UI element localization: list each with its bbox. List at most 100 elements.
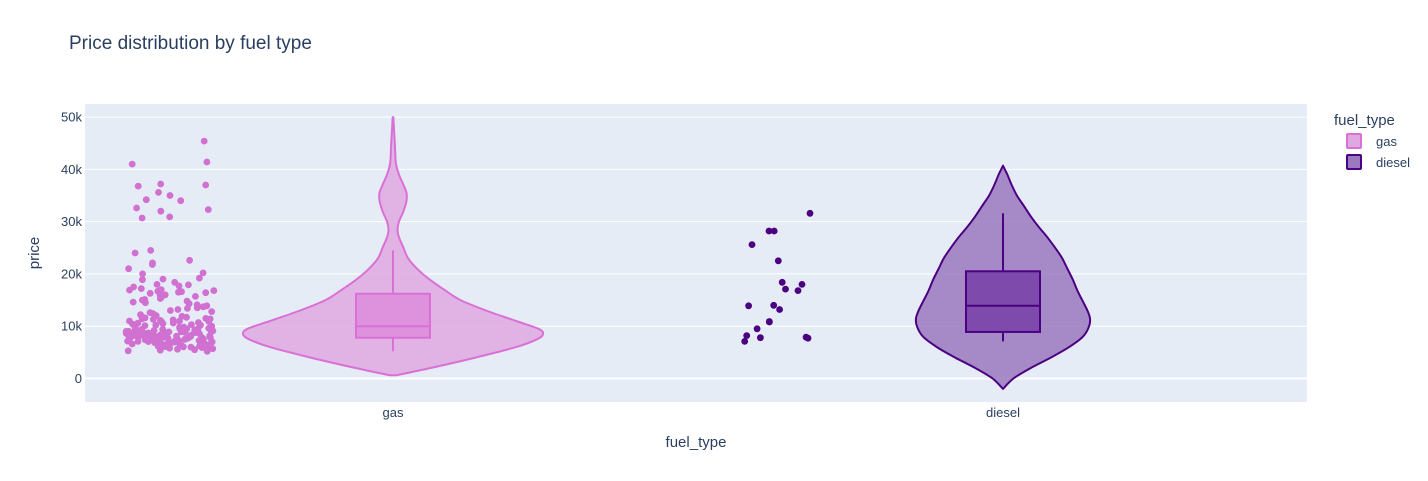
point-gas [145,329,152,337]
point-diesel [757,334,764,342]
point-gas [135,332,143,340]
y-tick-label: 30k [61,214,82,229]
point-diesel [804,334,812,342]
point-gas [156,295,164,302]
legend-item-gas[interactable]: gas [1346,133,1397,149]
point-gas [138,214,146,222]
point-gas [153,281,161,288]
point-gas [138,315,146,323]
point-gas [157,331,165,338]
y-tick-label: 40k [61,162,82,177]
y-tick-label: 50k [61,110,82,125]
point-gas [202,181,210,189]
legend-title: fuel_type [1334,112,1395,129]
point-gas [149,261,156,268]
point-gas [167,307,174,314]
point-gas [133,204,141,212]
point-gas [199,303,207,311]
point-gas [198,333,205,341]
point-diesel [753,325,761,333]
point-gas [175,288,182,296]
point-gas [139,276,146,284]
legend-label-diesel: diesel [1376,155,1410,170]
point-gas [124,347,132,355]
point-gas [177,328,185,336]
point-gas [177,197,185,205]
point-gas [191,346,199,354]
point-gas [174,345,181,353]
point-gas [149,316,157,323]
legend-swatch-gas [1346,133,1362,149]
point-gas [157,207,165,215]
point-gas [128,340,136,348]
point-gas [203,347,211,355]
point-gas [142,299,149,307]
point-gas [183,325,191,333]
point-gas [146,289,154,297]
point-diesel [765,227,773,235]
point-gas [134,319,142,327]
x-tick-label: diesel [986,405,1020,420]
point-gas [192,293,199,300]
point-gas [188,321,195,328]
point-gas [209,345,217,353]
point-gas [150,327,158,334]
point-gas [210,287,218,294]
point-diesel [741,338,749,345]
point-gas [137,285,145,292]
legend-swatch-diesel [1346,154,1362,170]
point-gas [176,317,183,325]
legend-label-gas: gas [1376,134,1397,149]
box-diesel [965,270,1041,333]
plot-area [85,104,1307,402]
point-gas [134,338,142,345]
point-diesel [766,318,773,326]
y-tick-label: 10k [61,319,82,334]
point-diesel [798,281,806,288]
chart-title: Price distribution by fuel type [69,33,312,54]
point-gas [202,341,210,348]
point-gas [186,256,194,264]
point-gas [200,137,208,145]
point-gas [199,269,207,277]
series-diesel [741,164,1092,390]
point-gas [159,275,167,283]
point-gas [152,321,160,329]
x-axis-ticks: gas diesel [383,405,1021,420]
point-gas [166,213,174,221]
point-gas [147,247,155,254]
y-tick-label: 0 [75,371,82,386]
point-gas [196,274,203,282]
violin-gas [241,116,545,377]
point-gas [155,189,162,196]
point-gas [125,265,132,273]
point-diesel [778,278,786,286]
point-gas [180,343,187,351]
point-gas [134,182,142,190]
point-diesel [776,306,783,313]
point-gas [122,328,130,335]
series-gas [122,116,545,377]
y-axis-title: price [26,237,43,270]
point-gas [157,180,165,188]
point-gas [208,308,216,315]
y-tick-label: 20k [61,266,82,281]
point-gas [174,306,182,313]
legend-item-diesel[interactable]: diesel [1346,154,1410,170]
point-diesel [770,227,778,235]
point-diesel [748,241,756,249]
point-gas [138,325,146,333]
point-gas [142,196,150,204]
point-gas [175,338,183,345]
point-gas [170,338,178,345]
box-gas [355,292,431,339]
point-gas [128,160,136,168]
point-gas [204,206,212,214]
point-gas [156,346,164,354]
point-diesel [794,287,802,294]
legend: fuel_type gas diesel [1334,112,1410,170]
point-gas [163,343,171,350]
x-axis-title: fuel_type [666,434,727,451]
point-diesel [743,332,751,339]
